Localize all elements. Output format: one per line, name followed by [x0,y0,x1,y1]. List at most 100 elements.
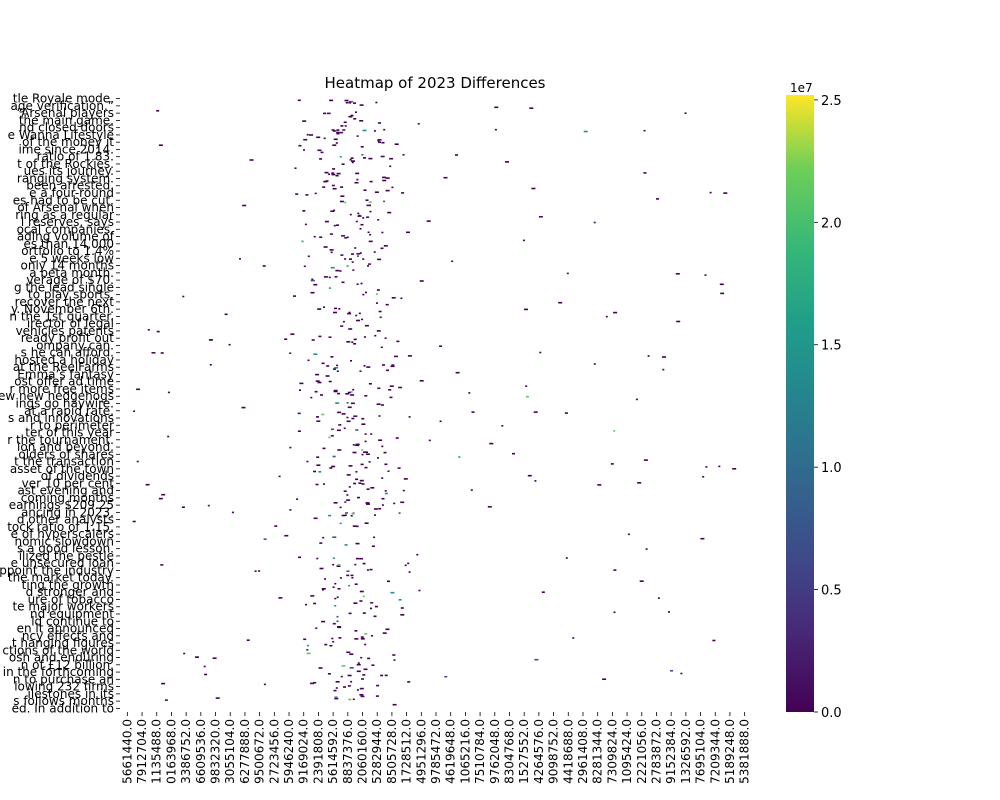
y-tick-label: ncy effects and [22,629,114,643]
y-tick-label: been arrested. [26,179,114,193]
heatmap-cell [732,468,737,470]
heatmap-cell [304,223,307,226]
heatmap-cell [402,489,405,492]
heatmap-cell [316,464,321,466]
heatmap-cell [359,590,364,593]
heatmap-cell [396,340,400,343]
heatmap-cell [375,695,379,697]
colorbar-axis: 0.0 0.5 1.0 1.5 2.0 2.5 [814,94,842,721]
x-tick-label: 1728512.0 [400,719,414,784]
heatmap-cell [355,314,358,317]
heatmap-cell [322,447,326,450]
heatmap-cell [378,122,381,124]
heatmap-cell [356,663,361,666]
heatmap-cell [470,489,473,491]
heatmap-cell [332,144,337,146]
heatmap-cell [392,654,396,656]
y-tick-label: ost offer ad time [14,375,114,389]
heatmap-cell [331,428,334,431]
heatmap-cell [325,375,330,377]
heatmap-cell [355,444,360,447]
heatmap-cell [373,615,377,618]
heatmap-cell [352,451,357,454]
heatmap-cell [349,213,352,216]
heatmap-cell [368,461,371,463]
heatmap-cell [359,687,364,690]
heatmap-cell [313,517,318,520]
heatmap-cell [324,578,326,580]
heatmap-cell [501,425,504,427]
chart-title: Heatmap of 2023 Differences [325,74,546,92]
heatmap-cell [356,253,361,255]
heatmap-cell [349,667,354,669]
heatmap-cell [360,656,363,659]
heatmap-cell [393,502,396,505]
heatmap-cell [389,165,392,168]
x-tick-label: 7209344.0 [708,719,722,784]
heatmap-cell [357,215,362,217]
heatmap-cell [306,649,309,651]
x-tick-label: 9169024.0 [297,719,311,784]
heatmap-cell [318,471,322,473]
heatmap-cell [298,144,302,147]
heatmap-cell [373,251,376,253]
heatmap-cell [407,355,412,357]
heatmap-cell [203,665,206,668]
heatmap-cell [302,210,306,212]
heatmap-cell [306,652,311,655]
x-tick-label: 3055104.0 [223,719,237,784]
heatmap-cell [246,639,250,641]
heatmap-cell [315,373,320,376]
heatmap-cell [350,360,352,362]
heatmap-cell [348,486,351,488]
heatmap-cell [340,186,344,188]
x-tick-label: 1527552.0 [517,719,531,784]
heatmap-cell [341,413,346,415]
y-tick-label: nomic slowdown [14,534,114,548]
heatmap-cell [336,429,341,432]
heatmap-cell [355,478,359,481]
y-tick-label: only 14 months [21,259,114,273]
heatmap-cell [346,570,350,572]
heatmap-cell [342,129,346,131]
heatmap-cell [371,664,375,666]
colorbar [786,95,814,712]
heatmap-cell [310,291,315,294]
heatmap-cell [338,637,342,639]
heatmap-cell [643,459,648,461]
heatmap-cell [394,143,399,145]
heatmap-cell [336,615,339,618]
heatmap-cell [161,682,166,685]
heatmap-cell [381,477,384,479]
heatmap-cell [346,474,351,476]
heatmap-cell [583,130,588,133]
heatmap-cell [224,313,228,316]
heatmap-cell [383,451,387,454]
heatmap-cell [613,311,618,314]
heatmap-cell [700,537,705,540]
y-tick-label: l reserves, says [21,215,114,229]
heatmap-cell [323,483,325,485]
heatmap-cell [395,437,399,439]
y-tick-label: lowing 232 firms [14,680,114,694]
y-tick-label: ion and beyond. [17,440,114,454]
y-tick-label: e 5 weeks low [29,251,114,265]
heatmap-cell [643,129,646,132]
heatmap-cell [364,643,367,646]
heatmap-cell [505,161,509,163]
heatmap-cell [370,635,373,637]
heatmap-cell [313,681,317,684]
heatmap-cell [339,506,342,509]
heatmap-cell [337,588,341,590]
heatmap-cell [350,680,353,683]
heatmap-cell [359,694,364,696]
heatmap-cell [365,453,370,455]
x-tick-label: 0163968.0 [164,719,178,784]
heatmap-cell [381,504,384,506]
heatmap-cell [364,522,369,524]
heatmap-cell [359,228,362,230]
heatmap-cell [378,439,383,441]
heatmap-cell [299,382,304,385]
heatmap-cell [339,270,342,272]
